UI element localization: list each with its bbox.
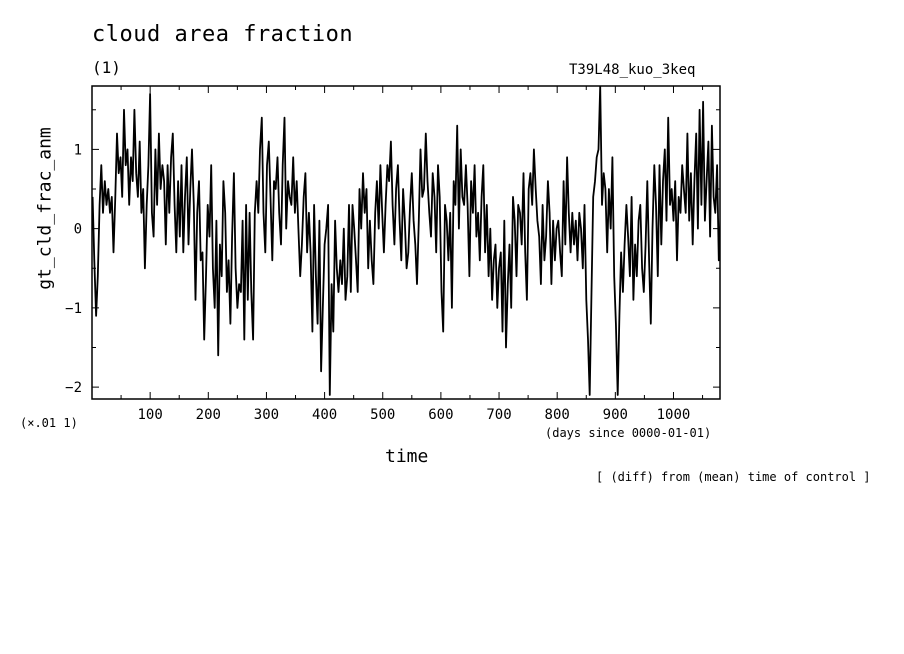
y-tick-label: −2 — [65, 380, 82, 396]
y-tick-label: −1 — [65, 301, 82, 317]
chart-title: cloud area fraction — [92, 22, 354, 47]
axis-scale-note: (×.01 1) — [20, 416, 78, 430]
x-tick-label: 700 — [486, 407, 511, 423]
chart-subtitle-right: T39L48_kuo_3keq — [569, 62, 696, 78]
x-axis-unit-note: (days since 0000-01-01) — [545, 426, 712, 440]
x-tick-label: 200 — [196, 407, 221, 423]
x-tick-label: 500 — [370, 407, 395, 423]
x-tick-label: 600 — [428, 407, 453, 423]
y-tick-label: 1 — [74, 142, 82, 158]
x-tick-label: 100 — [137, 407, 162, 423]
x-tick-label: 1000 — [657, 407, 691, 423]
chart-subtitle-left: (1) — [92, 58, 121, 77]
x-tick-label: 400 — [312, 407, 337, 423]
x-tick-label: 900 — [603, 407, 628, 423]
x-axis-label: time — [385, 446, 429, 467]
y-tick-label: 0 — [74, 222, 82, 238]
x-tick-label: 300 — [254, 407, 279, 423]
chart-footnote: [ (diff) from (mean) time of control ] — [596, 470, 871, 484]
x-tick-label: 800 — [545, 407, 570, 423]
series-line — [92, 86, 720, 396]
plot-area: 100 200 300 400 500 600 700 800 900 1000 −2 −1 0 1 — [65, 85, 721, 423]
